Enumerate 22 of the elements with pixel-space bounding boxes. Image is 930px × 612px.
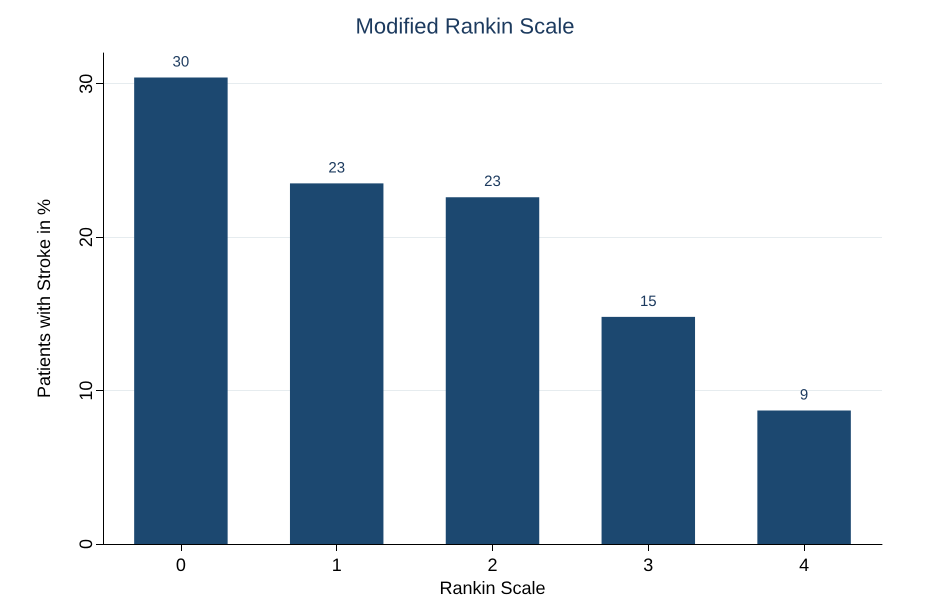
x-tick-label: 4 (799, 555, 810, 575)
x-axis-title: Rankin Scale (439, 578, 546, 598)
y-tick-label: 10 (76, 380, 96, 401)
x-tick-label: 3 (643, 555, 654, 575)
data-label: 30 (172, 54, 190, 71)
x-tick-label: 1 (332, 555, 342, 575)
y-tick-label: 0 (76, 538, 96, 550)
x-tick-label: 0 (176, 555, 186, 575)
x-tick-label: 2 (487, 555, 498, 575)
y-tick-label: 30 (76, 74, 96, 94)
y-tick-label: 20 (76, 227, 96, 248)
chart-title: Modified Rankin Scale (356, 14, 574, 38)
bar (602, 316, 696, 544)
bar (446, 197, 540, 544)
bar (757, 410, 851, 544)
data-label: 23 (328, 159, 346, 176)
y-axis-title: Patients with Stroke in % (34, 198, 54, 398)
data-label: 15 (640, 292, 657, 310)
bar (290, 183, 384, 544)
bar (134, 78, 228, 544)
data-label: 23 (484, 173, 501, 190)
data-label: 9 (800, 386, 808, 404)
